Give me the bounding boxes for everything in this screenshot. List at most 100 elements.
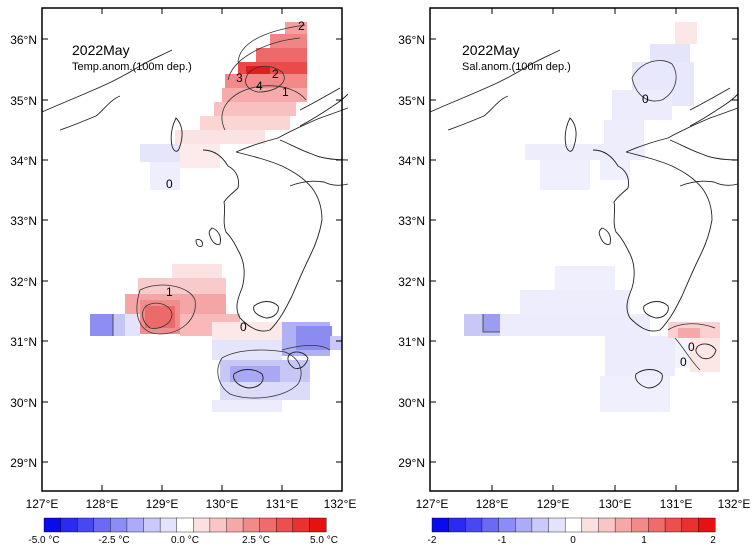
colorbar-label: -5.0 °C	[28, 535, 59, 546]
colorbar-cell	[242, 517, 261, 533]
colorbar-cell	[598, 517, 616, 533]
lat-label: 36°N	[398, 33, 425, 47]
colorbar-cell	[581, 517, 599, 533]
lon-label: 127°E	[416, 497, 449, 511]
lon-label: 129°E	[146, 497, 179, 511]
colorbar-cell	[448, 517, 466, 533]
colorbar-cell	[631, 517, 649, 533]
panel-subtitle: Temp.anom.(100m dep.)	[72, 61, 192, 73]
colorbar-cell	[465, 517, 483, 533]
contour-label: 0	[642, 92, 649, 106]
map-ticks	[42, 8, 342, 491]
colorbar-cell	[226, 517, 244, 533]
salinity-colorbar	[431, 517, 716, 533]
colorbar-label: -2	[428, 535, 437, 546]
colorbar-cell	[110, 517, 128, 533]
colorbar-label: 0	[570, 535, 576, 546]
lat-label: 32°N	[398, 275, 425, 289]
lon-label: 132°E	[324, 497, 357, 511]
lat-label: 34°N	[10, 154, 37, 168]
contour-label: 0	[680, 355, 687, 369]
colorbar-cell	[564, 517, 583, 533]
contour-label: 3	[236, 71, 243, 85]
salinity-colorbar-labels: -2 -1 0 1 2	[428, 535, 717, 546]
colorbar-cell	[481, 517, 500, 533]
contour-label: 2	[272, 67, 279, 81]
colorbar-cell	[193, 517, 211, 533]
colorbar-cell	[292, 517, 310, 533]
colorbar-cell	[664, 517, 683, 533]
colorbar-cell	[614, 517, 633, 533]
salinity-contours	[482, 60, 716, 371]
contour-label: 1	[282, 85, 289, 99]
colorbar-cell	[76, 517, 95, 533]
lat-label: 31°N	[10, 335, 37, 349]
lat-label: 32°N	[10, 275, 37, 289]
colorbar-label: -1	[498, 535, 507, 546]
contour-label: 2	[298, 19, 305, 33]
colorbar-label: 1	[641, 535, 647, 546]
lat-label: 30°N	[398, 396, 425, 410]
temperature-map-panel: 2 3 4 2 1 1 0 0 2022May Temp.	[10, 7, 357, 546]
colorbar-cell	[548, 517, 566, 533]
latitude-labels: 36°N 35°N 34°N 33°N 32°N 31°N 30°N 29°N	[398, 33, 425, 470]
contour-label: 0	[240, 320, 247, 334]
colorbar-cell	[176, 517, 194, 533]
colorbar-cell	[498, 517, 516, 533]
longitude-labels: 127°E 128°E 129°E 130°E 131°E 132°E	[416, 497, 751, 511]
lon-label: 130°E	[599, 497, 632, 511]
lon-label: 128°E	[86, 497, 119, 511]
map-frame	[41, 7, 343, 492]
colorbar-cell	[259, 517, 277, 533]
lon-label: 131°E	[266, 497, 299, 511]
salinity-contour-labels: 0 0 0	[642, 92, 695, 369]
panel-subtitle: Sal.anom.(100m dep.)	[462, 61, 571, 73]
lon-label: 132°E	[718, 497, 751, 511]
map-ticks	[430, 8, 738, 491]
temperature-anomaly-field	[90, 22, 342, 412]
colorbar-cell	[159, 517, 178, 533]
lat-label: 34°N	[398, 154, 425, 168]
temperature-contours	[112, 24, 331, 399]
lat-label: 33°N	[10, 214, 37, 228]
colorbar-label: 5.0 °C	[310, 535, 338, 546]
lat-label: 36°N	[10, 33, 37, 47]
colorbar-cell	[515, 517, 533, 533]
colorbar-cell	[648, 517, 666, 533]
panel-title: 2022May	[72, 42, 130, 58]
salinity-anomaly-field	[464, 22, 720, 412]
lon-label: 128°E	[476, 497, 509, 511]
colorbar-cell	[698, 517, 716, 533]
lat-label: 31°N	[398, 335, 425, 349]
colorbar-cell	[431, 517, 450, 533]
salinity-map-panel: 0 0 0 2022May Sal.anom.(100m dep.) 36°N …	[398, 7, 751, 546]
lat-label: 35°N	[398, 94, 425, 108]
lon-label: 127°E	[26, 497, 59, 511]
colorbar-cell	[531, 517, 550, 533]
contour-label: 0	[166, 177, 173, 191]
temperature-colorbar	[43, 517, 327, 533]
lat-label: 30°N	[10, 396, 37, 410]
lon-label: 131°E	[660, 497, 693, 511]
coastline	[41, 49, 349, 389]
contour-label: 1	[166, 285, 173, 299]
coastline	[429, 49, 739, 389]
colorbar-label: 2	[710, 535, 716, 546]
lat-label: 33°N	[398, 214, 425, 228]
temperature-contour-labels: 2 3 4 2 1 1 0 0	[166, 19, 305, 334]
lon-label: 130°E	[206, 497, 239, 511]
longitude-labels: 127°E 128°E 129°E 130°E 131°E 132°E	[26, 497, 357, 511]
lat-label: 35°N	[10, 94, 37, 108]
colorbar-label: 0.0 °C	[171, 535, 199, 546]
colorbar-cell	[60, 517, 78, 533]
colorbar-cell	[309, 517, 327, 533]
lat-label: 29°N	[398, 456, 425, 470]
colorbar-cell	[209, 517, 227, 533]
map-frame	[429, 7, 739, 492]
colorbar-cell	[43, 517, 62, 533]
contour-label: 4	[256, 79, 263, 93]
panel-title: 2022May	[462, 42, 520, 58]
colorbar-label: -2.5 °C	[98, 535, 129, 546]
colorbar-cell	[143, 517, 161, 533]
